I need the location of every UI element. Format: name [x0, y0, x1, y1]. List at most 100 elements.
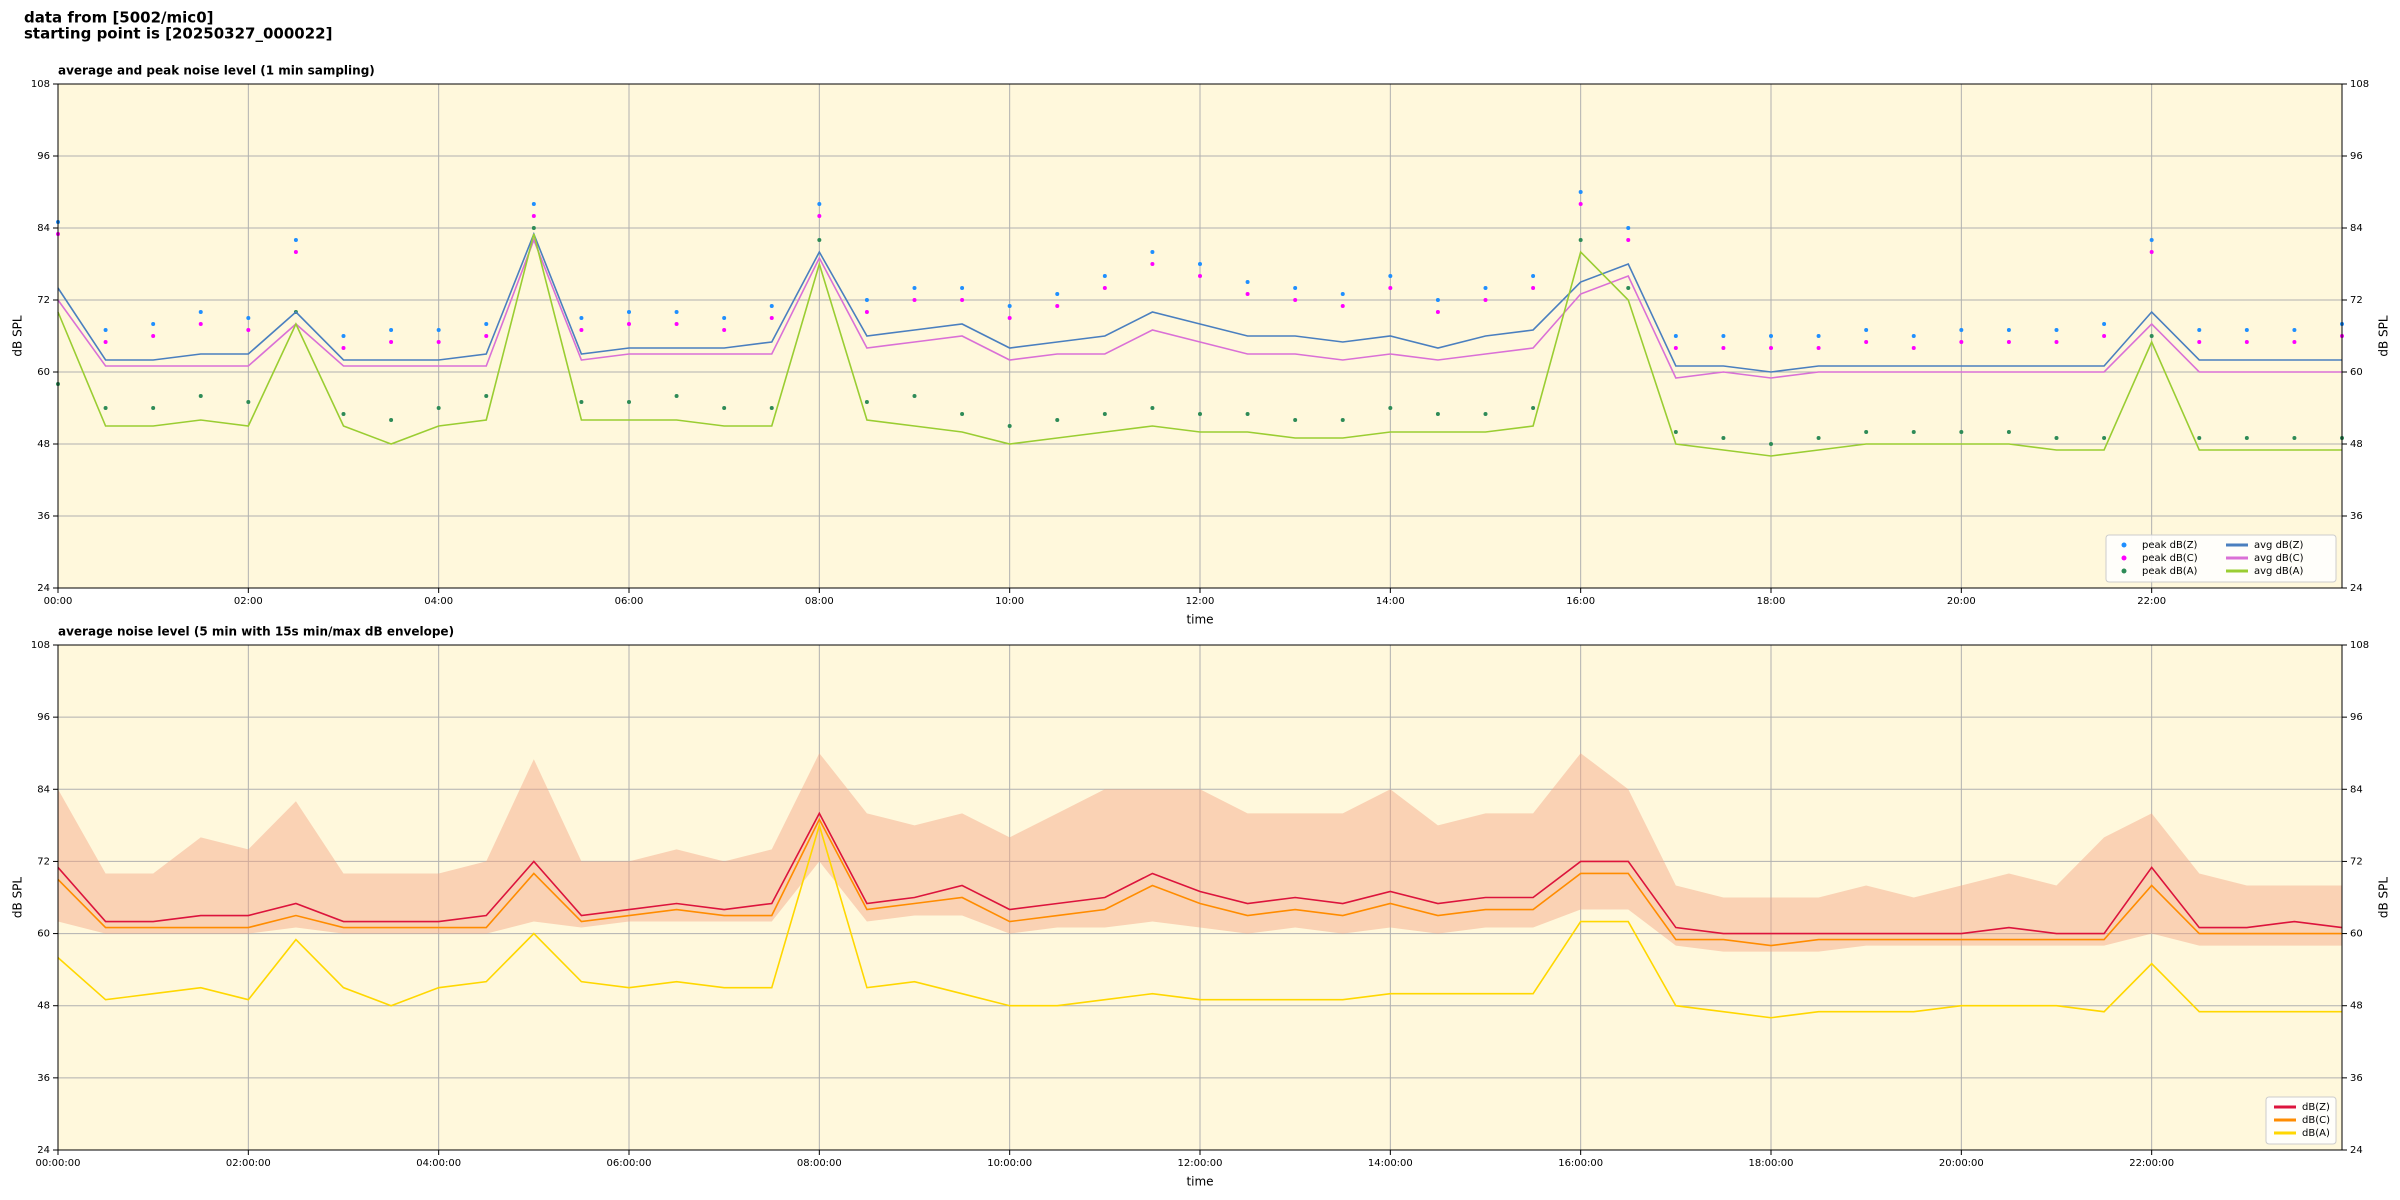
peak-dot — [151, 322, 156, 326]
peak-dot — [1340, 304, 1345, 308]
x-axis-label: time — [1186, 1175, 1213, 1189]
x-tick-label: 18:00 — [1757, 596, 1786, 607]
x-tick-label: 00:00:00 — [36, 1158, 81, 1169]
peak-dot — [1578, 190, 1583, 194]
x-tick-label: 04:00:00 — [416, 1158, 461, 1169]
y-axis-label: dB SPL — [11, 315, 25, 357]
series-line — [57, 231, 2342, 373]
peak-dot — [1816, 346, 1821, 350]
peak-dot — [341, 334, 346, 338]
y-tick-label: 72 — [2350, 295, 2363, 306]
peak-dot — [1911, 346, 1916, 350]
peak-dot — [1816, 436, 1821, 440]
peak-dot — [2006, 340, 2011, 344]
peak-dot — [1721, 346, 1726, 350]
y-tick-label: 36 — [37, 1073, 50, 1084]
peak-dot — [389, 328, 394, 332]
peak-dot — [1673, 346, 1678, 350]
peak-dot — [674, 310, 679, 314]
peak-dot — [1864, 430, 1869, 434]
peak-dot — [2102, 436, 2107, 440]
peak-dot — [769, 406, 774, 410]
peak-dot — [246, 316, 251, 320]
peak-dot — [1293, 298, 1298, 302]
y-tick-label: 108 — [2350, 79, 2369, 90]
peak-dot — [1150, 406, 1155, 410]
y-tick-label: 84 — [2350, 784, 2363, 795]
peak-dot — [1007, 304, 1012, 308]
peak-dot — [1721, 334, 1726, 338]
peak-dot — [1150, 262, 1155, 266]
peak-dot — [1673, 430, 1678, 434]
y-tick-label: 96 — [2350, 151, 2363, 162]
x-tick-label: 14:00:00 — [1368, 1158, 1413, 1169]
peak-dot — [1198, 274, 1202, 278]
peak-dot — [1769, 346, 1773, 350]
peak-dot — [912, 286, 917, 290]
legend-marker — [2121, 568, 2127, 574]
peak-dot — [2102, 334, 2107, 338]
peak-dot — [1007, 424, 1012, 428]
peak-dot — [1673, 334, 1678, 338]
peak-dot — [1531, 286, 1536, 290]
peak-dot — [2149, 238, 2154, 242]
peak-dot — [2197, 436, 2202, 440]
peak-dot — [1435, 310, 1440, 314]
peak-dot — [2054, 436, 2059, 440]
peak-dot — [2244, 340, 2249, 344]
peak-dot — [960, 412, 965, 416]
peak-dot — [1055, 292, 1060, 296]
y-tick-label: 24 — [2350, 583, 2363, 594]
peak-dot — [1388, 286, 1393, 290]
x-tick-label: 06:00:00 — [607, 1158, 652, 1169]
peak-dot — [531, 226, 536, 230]
peak-dot — [484, 322, 489, 326]
peak-dot — [627, 400, 631, 404]
y-axis-label: dB SPL — [11, 877, 25, 919]
y-axis-label: dB SPL — [2377, 877, 2391, 919]
peak-dot — [769, 316, 774, 320]
peak-dot — [2244, 436, 2249, 440]
peak-dot — [674, 322, 679, 326]
x-tick-label: 12:00:00 — [1178, 1158, 1223, 1169]
x-tick-label: 06:00 — [615, 596, 644, 607]
peak-dot — [1340, 292, 1345, 296]
y-tick-label: 48 — [37, 439, 50, 450]
peak-dot — [1388, 406, 1393, 410]
peak-dot — [1388, 274, 1393, 278]
x-tick-label: 22:00 — [2137, 596, 2166, 607]
peak-dot — [198, 394, 203, 398]
header-line: data from [5002/mic0] — [24, 9, 214, 27]
peak-dot — [1102, 274, 1107, 278]
peak-dot — [864, 310, 869, 314]
plot-frame — [57, 83, 2343, 589]
peak-dot — [531, 214, 536, 218]
y-tick-label: 36 — [2350, 511, 2363, 522]
y-tick-label: 96 — [37, 151, 50, 162]
x-tick-label: 00:00 — [44, 596, 73, 607]
peak-dot — [2149, 334, 2154, 338]
x-tick-label: 16:00:00 — [1558, 1158, 1603, 1169]
peak-dot — [627, 310, 631, 314]
y-tick-label: 108 — [31, 79, 50, 90]
peak-dot — [103, 340, 108, 344]
peak-dot — [151, 406, 156, 410]
y-tick-label: 24 — [37, 583, 50, 594]
x-tick-label: 02:00:00 — [226, 1158, 271, 1169]
y-tick-label: 96 — [37, 712, 50, 723]
y-tick-label: 72 — [37, 856, 50, 867]
y-tick-label: 36 — [37, 511, 50, 522]
legend-label: avg dB(A) — [2254, 566, 2304, 577]
peak-dot — [960, 298, 965, 302]
peak-dot — [1483, 298, 1488, 302]
peak-dot — [2006, 328, 2011, 332]
peak-dot — [484, 334, 489, 338]
peak-dot — [341, 412, 346, 416]
peak-dot — [579, 316, 584, 320]
y-tick-label: 96 — [2350, 712, 2363, 723]
y-tick-label: 60 — [37, 929, 50, 940]
peak-dot — [389, 340, 394, 344]
peak-dot — [293, 238, 298, 242]
y-tick-label: 24 — [2350, 1145, 2363, 1156]
